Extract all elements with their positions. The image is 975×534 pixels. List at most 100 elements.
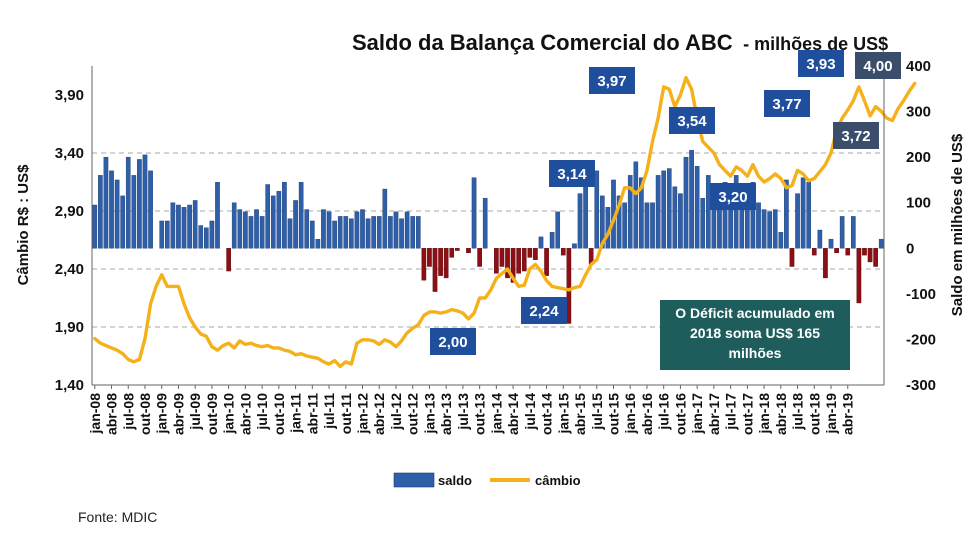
annotation-value: 3,97 bbox=[597, 73, 626, 90]
saldo-bar bbox=[778, 232, 784, 249]
annotation-callout: 3,97 bbox=[589, 67, 635, 94]
saldo-bar bbox=[555, 211, 561, 249]
saldo-bar bbox=[376, 216, 382, 249]
x-tick-label: jan-12 bbox=[355, 393, 371, 435]
saldo-bar bbox=[633, 161, 639, 249]
x-tick-label: out-10 bbox=[271, 393, 287, 435]
note-box bbox=[660, 300, 850, 370]
x-tick-label: jul-16 bbox=[656, 393, 672, 431]
saldo-bars bbox=[92, 150, 884, 324]
saldo-bar bbox=[309, 220, 315, 249]
saldo-bar bbox=[694, 166, 700, 249]
x-tick-label: jan-13 bbox=[421, 393, 437, 435]
cambio-line bbox=[93, 75, 917, 369]
y-left-tick: 1,40 bbox=[55, 377, 84, 394]
x-tick-label: jan-19 bbox=[823, 393, 839, 435]
saldo-bar bbox=[254, 209, 259, 249]
saldo-bar bbox=[427, 248, 432, 267]
saldo-bar bbox=[806, 182, 812, 249]
saldo-bar bbox=[337, 216, 343, 249]
x-tick-label: jan-09 bbox=[154, 393, 170, 435]
x-tick-label: jul-18 bbox=[790, 393, 806, 431]
x-tick-label: abr-13 bbox=[438, 393, 454, 435]
saldo-bar bbox=[772, 209, 778, 249]
saldo-bar bbox=[98, 175, 103, 249]
saldo-bar bbox=[125, 156, 131, 249]
annotation-box bbox=[833, 122, 879, 149]
note-line: 2018 soma US$ 165 bbox=[690, 325, 820, 341]
saldo-bar bbox=[388, 216, 393, 249]
saldo-bar bbox=[204, 227, 209, 249]
saldo-bar bbox=[332, 220, 337, 249]
x-tick-label: out-08 bbox=[137, 393, 153, 435]
x-tick-label: jul-10 bbox=[254, 393, 270, 431]
saldo-bar bbox=[360, 209, 365, 249]
saldo-bar bbox=[315, 238, 321, 249]
x-tick-label: abr-15 bbox=[572, 393, 588, 435]
saldo-bar bbox=[349, 218, 354, 249]
saldo-bar bbox=[120, 195, 125, 249]
saldo-bar bbox=[410, 216, 416, 249]
annotations: 2,00 2,24 3,14 3,97 3,54 3,20 3,77 3,93 3,72 4,00 bbox=[430, 50, 901, 355]
y-left-tick: 1,90 bbox=[55, 319, 84, 336]
saldo-bar bbox=[750, 182, 756, 249]
saldo-bar bbox=[466, 248, 471, 254]
annotation-callout: 2,00 bbox=[430, 328, 476, 355]
annotation-callout: 3,72 bbox=[833, 122, 879, 149]
saldo-bar bbox=[443, 248, 449, 279]
saldo-bar bbox=[549, 232, 555, 249]
annotation-callout: 3,77 bbox=[764, 90, 810, 117]
x-tick-label: out-09 bbox=[204, 393, 220, 435]
saldo-bar bbox=[795, 193, 800, 249]
x-tick-label: abr-16 bbox=[639, 393, 655, 435]
saldo-bar bbox=[867, 248, 873, 263]
saldo-bar bbox=[282, 182, 287, 249]
saldo-bar bbox=[293, 200, 298, 249]
saldo-bar bbox=[572, 243, 577, 249]
x-tick-label: jul-13 bbox=[455, 393, 471, 431]
saldo-bar bbox=[243, 211, 248, 249]
saldo-bar bbox=[516, 248, 521, 274]
saldo-bar bbox=[661, 170, 667, 249]
saldo-bar bbox=[583, 179, 588, 249]
saldo-bar bbox=[265, 184, 271, 249]
saldo-bar bbox=[114, 179, 120, 249]
annotation-value: 3,54 bbox=[677, 113, 707, 130]
note-line: O Déficit acumulado em bbox=[675, 305, 834, 321]
saldo-bar bbox=[371, 216, 376, 249]
saldo-bar bbox=[705, 175, 711, 249]
saldo-bar bbox=[192, 200, 198, 249]
saldo-bar bbox=[181, 207, 187, 249]
x-tick-label: jul-12 bbox=[388, 393, 404, 431]
saldo-bar bbox=[103, 156, 109, 249]
saldo-bar bbox=[164, 220, 170, 249]
saldo-bar bbox=[382, 188, 388, 249]
annotation-callout: 3,14 bbox=[549, 160, 595, 187]
saldo-bar bbox=[237, 209, 243, 249]
saldo-bar bbox=[851, 216, 856, 249]
saldo-bar bbox=[321, 209, 326, 249]
x-tick-label: out-14 bbox=[539, 393, 555, 435]
saldo-bar bbox=[471, 177, 477, 249]
annotation-value: 3,20 bbox=[718, 189, 747, 206]
saldo-bar bbox=[142, 154, 148, 249]
saldo-bar bbox=[432, 248, 438, 292]
x-tick-label: jul-17 bbox=[723, 393, 739, 431]
saldo-bar bbox=[449, 248, 455, 258]
annotation-box bbox=[549, 160, 595, 187]
chart-title-main: Saldo da Balança Comercial do ABC bbox=[352, 30, 733, 55]
saldo-bar bbox=[728, 204, 733, 249]
y-right-tick: -100 bbox=[906, 286, 936, 303]
saldo-bar bbox=[298, 182, 304, 249]
saldo-bar bbox=[878, 238, 884, 249]
saldo-bar bbox=[527, 248, 533, 258]
y-right-tick: -200 bbox=[906, 331, 936, 348]
saldo-bar bbox=[109, 170, 114, 249]
y-right-label: Saldo em milhões de US$ bbox=[949, 133, 966, 316]
x-tick-label: jul-14 bbox=[522, 393, 538, 431]
x-tick-label: jan-18 bbox=[756, 393, 772, 435]
x-tick-label: out-15 bbox=[605, 393, 621, 435]
annotation-value: 3,14 bbox=[557, 166, 587, 183]
legend-label-cambio: câmbio bbox=[535, 473, 581, 488]
saldo-bar bbox=[756, 202, 761, 249]
